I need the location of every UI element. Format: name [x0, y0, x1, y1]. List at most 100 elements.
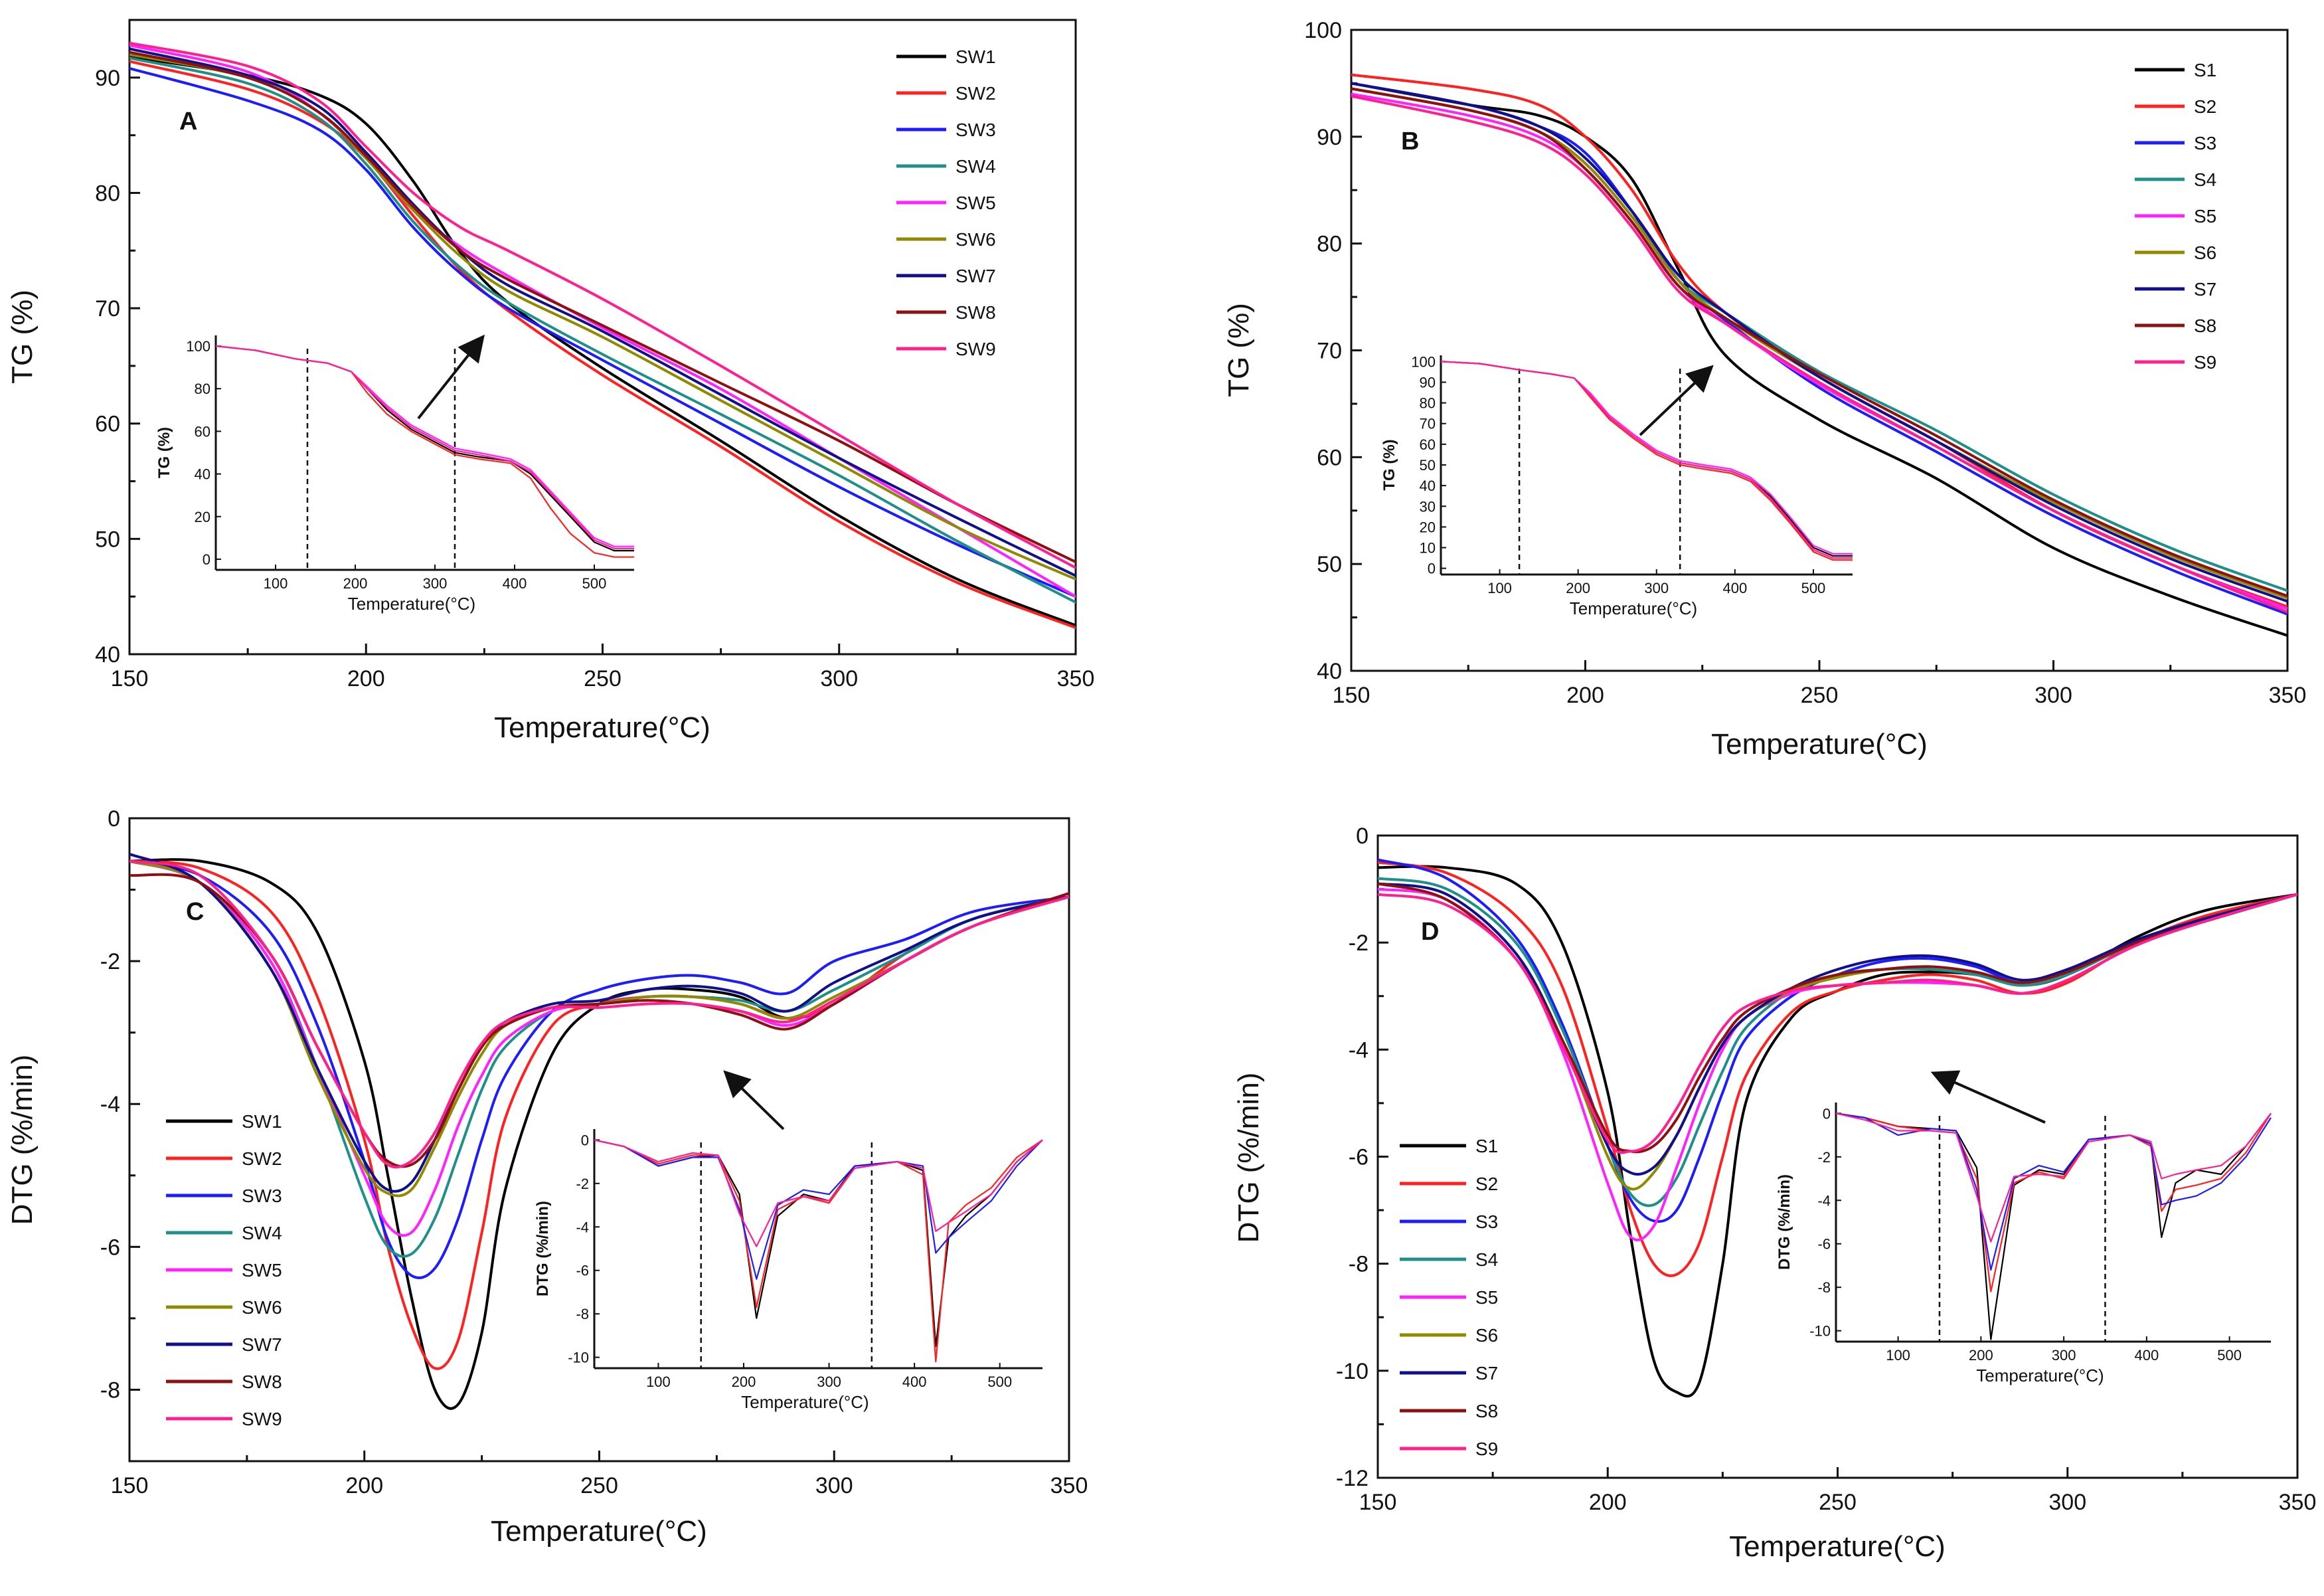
- series-line-s8: [1351, 87, 2287, 598]
- series-line-sw6: [129, 53, 1076, 581]
- series-line-sw3: [129, 66, 1076, 598]
- inset-series-line-sw3: [594, 1139, 1043, 1280]
- legend-label-s6: S6: [1475, 1325, 1498, 1346]
- y-axis-title: TG (%): [6, 290, 39, 384]
- legend-label-sw4: SW4: [242, 1223, 282, 1243]
- legend-label-sw2: SW2: [242, 1148, 282, 1169]
- inset-y-tick-label: 40: [1420, 478, 1436, 494]
- inset-y-tick-label: 0: [203, 551, 210, 568]
- legend-label-s9: S9: [1475, 1439, 1498, 1459]
- legend-label-s2: S2: [2194, 96, 2216, 117]
- y-tick-label: 90: [95, 66, 120, 91]
- series-line-s6: [1351, 87, 2287, 600]
- x-tick-label: 300: [2048, 1490, 2086, 1515]
- legend-label-s4: S4: [2194, 169, 2216, 190]
- y-tick-label: 100: [1304, 18, 1342, 43]
- y-tick-label: -10: [1336, 1359, 1369, 1384]
- panel-letter-d: D: [1421, 918, 1439, 946]
- inset-full-range-chart: 100 200 300 400 500 -10 -8 -6 -4 -2 0 DTG (%/min) Te…: [534, 1129, 1043, 1412]
- inset-x-tick-label: 400: [1722, 580, 1747, 596]
- series-line-s9: [1378, 893, 2297, 1154]
- legend-label-s1: S1: [2194, 60, 2216, 80]
- x-tick-label: 200: [1589, 1490, 1627, 1515]
- inset-y-tick-label: 100: [1411, 353, 1436, 370]
- inset-x-tick-label: 100: [646, 1374, 671, 1390]
- pointer-arrow: [417, 334, 485, 420]
- inset-x-tick-label: 500: [1801, 580, 1826, 596]
- legend-label-sw6: SW6: [955, 229, 996, 250]
- y-tick-label: 70: [95, 296, 120, 321]
- inset-y-tick-label: -8: [576, 1306, 589, 1322]
- inset-x-tick-label: 200: [732, 1374, 756, 1390]
- inset-y-tick-label: 0: [1428, 561, 1436, 577]
- y-tick-label: 50: [95, 527, 120, 552]
- inset-series-line-sw9: [215, 345, 634, 549]
- inset-x-tick-label: 200: [1969, 1347, 1993, 1364]
- inset-series-line-sw2: [215, 345, 634, 558]
- legend-label-sw1: SW1: [242, 1111, 282, 1132]
- y-tick-label: -6: [100, 1235, 120, 1260]
- legend-label-sw4: SW4: [955, 156, 996, 177]
- series-line-sw3: [129, 859, 1069, 1279]
- inset-series-line-sw1: [215, 345, 634, 552]
- legend: S1 S2 S3 S4 S5 S6 S7 S8 S9: [1400, 1136, 1498, 1459]
- series-line-sw9: [129, 859, 1069, 1169]
- legend-label-s3: S3: [2194, 133, 2216, 153]
- inset-y-tick-label: -10: [1809, 1323, 1831, 1340]
- inset-full-range-chart: 100 200 300 400 500 0 20 40 60 80 100 TG (%) Tempera…: [155, 335, 634, 614]
- x-tick-label: 150: [1333, 683, 1370, 708]
- series-line-s6: [1378, 882, 2297, 1191]
- series-line-sw1: [129, 55, 1076, 627]
- inset-y-tick-label: 50: [1420, 457, 1436, 474]
- pointer-arrow: [1930, 1070, 2046, 1124]
- series-group: [129, 41, 1076, 630]
- inset-series-line-sw1: [594, 1139, 1043, 1348]
- legend-label-sw7: SW7: [242, 1334, 282, 1355]
- legend-label-s1: S1: [1475, 1136, 1498, 1156]
- series-line-sw2: [129, 60, 1076, 630]
- inset-x-tick-label: 500: [987, 1374, 1012, 1390]
- legend-label-sw3: SW3: [955, 120, 996, 140]
- panel-letter-b: B: [1401, 128, 1419, 155]
- y-tick-label: 50: [1317, 552, 1342, 577]
- y-tick-label: -2: [1349, 931, 1369, 956]
- series-line-sw5: [129, 859, 1069, 1237]
- legend: S1 S2 S3 S4 S5 S6 S7 S8 S9: [2135, 60, 2216, 373]
- inset-y-tick-label: 100: [186, 338, 210, 355]
- panel-letter-c: C: [186, 898, 204, 926]
- x-tick-label: 350: [1050, 1473, 1088, 1498]
- inset-series-line-s3: [1835, 1112, 2272, 1271]
- inset-series-line-s9: [1440, 361, 1853, 559]
- y-tick-label: 60: [1317, 445, 1342, 470]
- panel-letter-a: A: [179, 108, 197, 135]
- inset-y-tick-label: 70: [1420, 416, 1436, 432]
- x-tick-label: 150: [111, 1473, 149, 1498]
- inset-y-tick-label: 0: [1823, 1105, 1831, 1122]
- y-tick-label: 80: [95, 181, 120, 206]
- y-tick-label: 0: [1356, 824, 1369, 849]
- series-line-s8: [1378, 882, 2297, 1154]
- inset-x-tick-label: 400: [503, 575, 527, 592]
- inset-y-tick-label: 80: [195, 381, 210, 397]
- inset-y-tick-label: -6: [1817, 1236, 1831, 1253]
- pointer-arrow: [1639, 365, 1714, 436]
- y-tick-label: -2: [100, 949, 120, 974]
- x-axis-title: Temperature(°C): [494, 711, 710, 744]
- inset-y-tick-label: -4: [576, 1219, 589, 1235]
- series-line-s4: [1378, 877, 2297, 1207]
- inset-y-tick-label: -2: [1817, 1149, 1831, 1166]
- inset-x-tick-label: 200: [1566, 580, 1590, 596]
- legend-label-s8: S8: [2194, 315, 2216, 336]
- inset-series-line-s9: [1835, 1112, 2272, 1243]
- series-line-s9: [1351, 94, 2287, 614]
- inset-y-tick-label: 30: [1420, 498, 1436, 515]
- legend-label-sw9: SW9: [955, 339, 996, 359]
- panel-d-dtg-chart: 150 200 250 300 350 -12 -10 -8 -6 -4 -2 0 DTG (%/min…: [1232, 824, 2316, 1563]
- inset-y-tick-label: -4: [1817, 1192, 1831, 1209]
- x-axis-title: Temperature(°C): [1729, 1530, 1946, 1563]
- legend-label-sw7: SW7: [955, 266, 996, 286]
- x-tick-label: 250: [1801, 683, 1839, 708]
- inset-series-line-sw2: [594, 1139, 1043, 1363]
- inset-y-tick-label: -2: [576, 1176, 589, 1192]
